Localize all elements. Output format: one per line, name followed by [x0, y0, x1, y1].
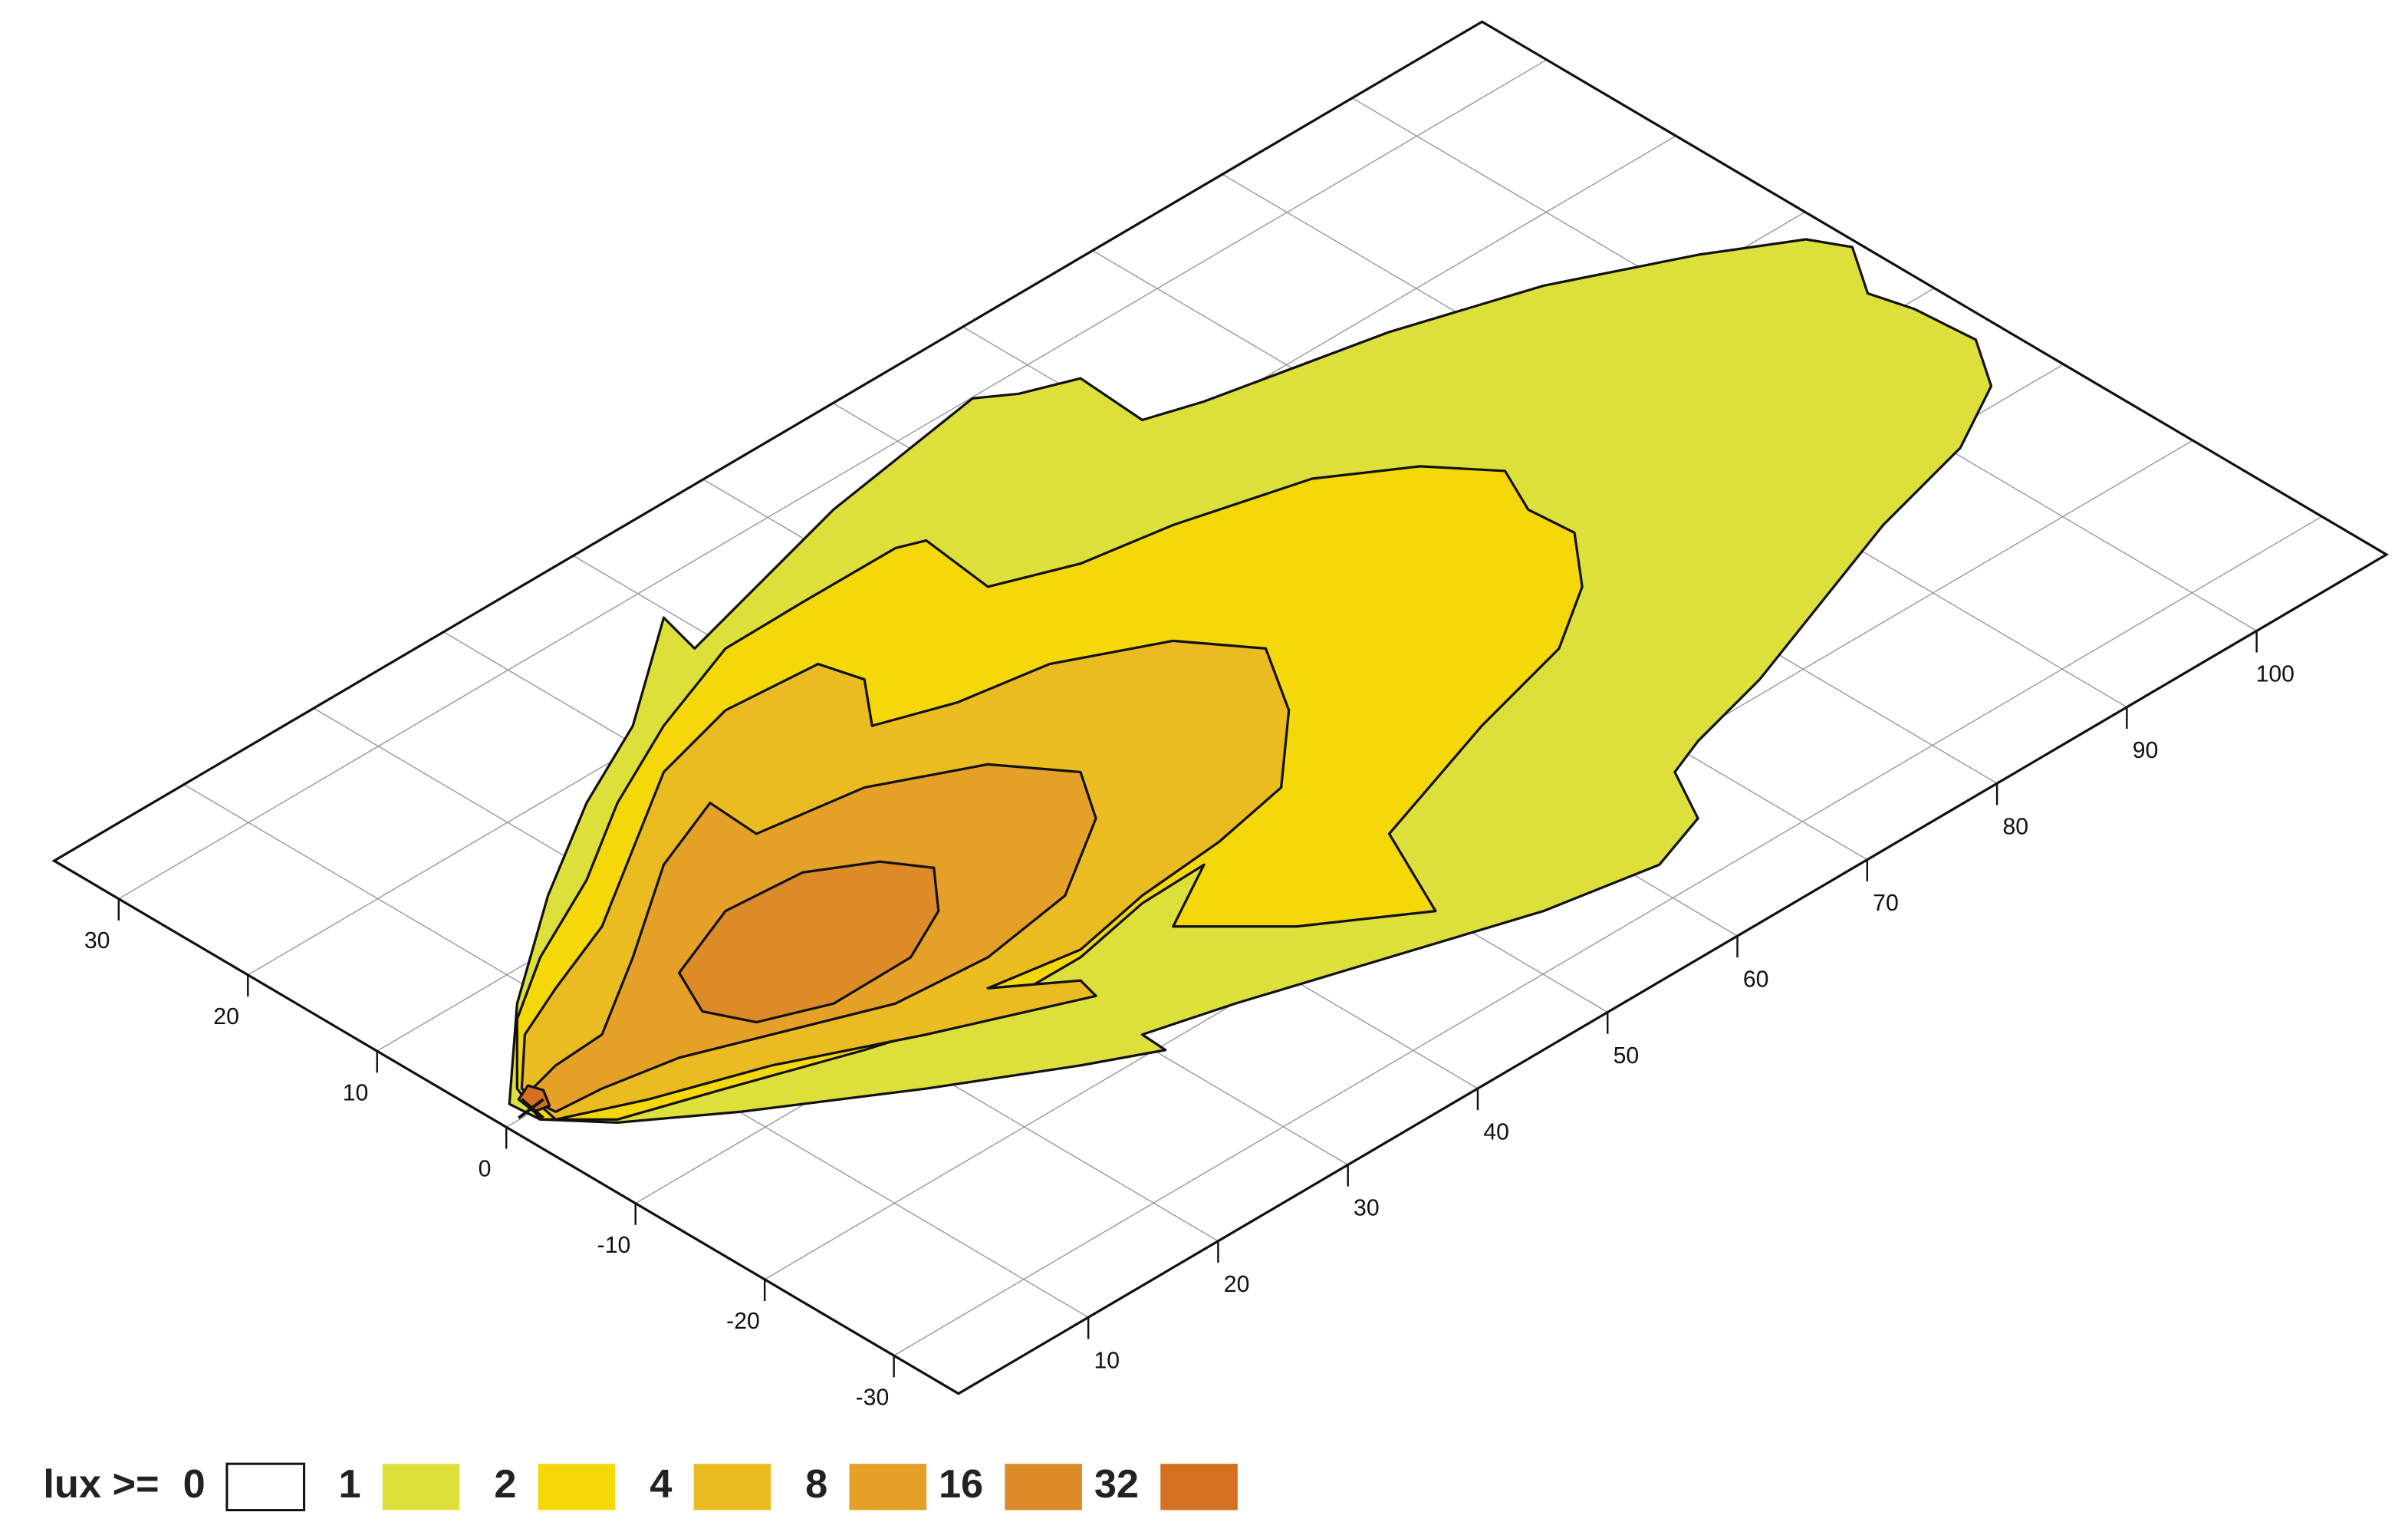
x-tick-label: 40: [1483, 1119, 1509, 1145]
legend-swatch: [849, 1464, 927, 1510]
x-tick-label: 10: [1094, 1349, 1120, 1374]
x-tick-label: 20: [1224, 1272, 1250, 1297]
legend-swatch: [1005, 1464, 1082, 1510]
x-tick-label: 90: [2133, 738, 2159, 763]
legend-label: 8: [805, 1462, 827, 1507]
axes: 10 20 30 40 50 60 70 80 90 100 -30 -20 -10 0 10 20 30: [51, 20, 2390, 1410]
y-tick-label: -20: [726, 1309, 760, 1334]
legend-swatch: [225, 1462, 306, 1512]
legend-title: lux >=: [43, 1462, 159, 1507]
legend-swatch: [1160, 1464, 1238, 1510]
x-tick-label: 60: [1743, 967, 1769, 992]
x-tick-label: 30: [1354, 1196, 1380, 1221]
x-tick-label: 50: [1614, 1043, 1640, 1069]
y-tick-label: 30: [84, 928, 110, 954]
legend-swatch: [693, 1464, 771, 1510]
contours: [508, 238, 1993, 1124]
x-tick-label: 70: [1873, 891, 1899, 916]
legend-swatch: [382, 1464, 460, 1510]
legend-label: 4: [650, 1462, 672, 1507]
legend-label: 0: [183, 1462, 206, 1507]
y-tick-label: 0: [479, 1157, 492, 1182]
legend-label: 1: [338, 1462, 360, 1507]
y-tick-label: -30: [856, 1385, 890, 1410]
legend-label: 16: [939, 1462, 983, 1507]
contour-area: [678, 860, 940, 1024]
y-tick-label: -10: [597, 1233, 631, 1258]
y-tick-label: 10: [343, 1080, 369, 1105]
legend-label: 2: [494, 1462, 516, 1507]
plot-frame: [51, 20, 2390, 1395]
x-tick-label: 100: [2256, 662, 2295, 687]
legend-swatch: [538, 1464, 616, 1510]
grid-line: [893, 516, 2323, 1356]
grid-line: [118, 59, 1548, 900]
x-tick-label: 80: [2002, 815, 2028, 840]
y-tick-label: 20: [213, 1004, 239, 1029]
legend: lux >= 0 1 2 4 8 16 32: [43, 1462, 1238, 1512]
luminaire-marker: [518, 1098, 544, 1119]
legend-label: 32: [1094, 1462, 1139, 1507]
